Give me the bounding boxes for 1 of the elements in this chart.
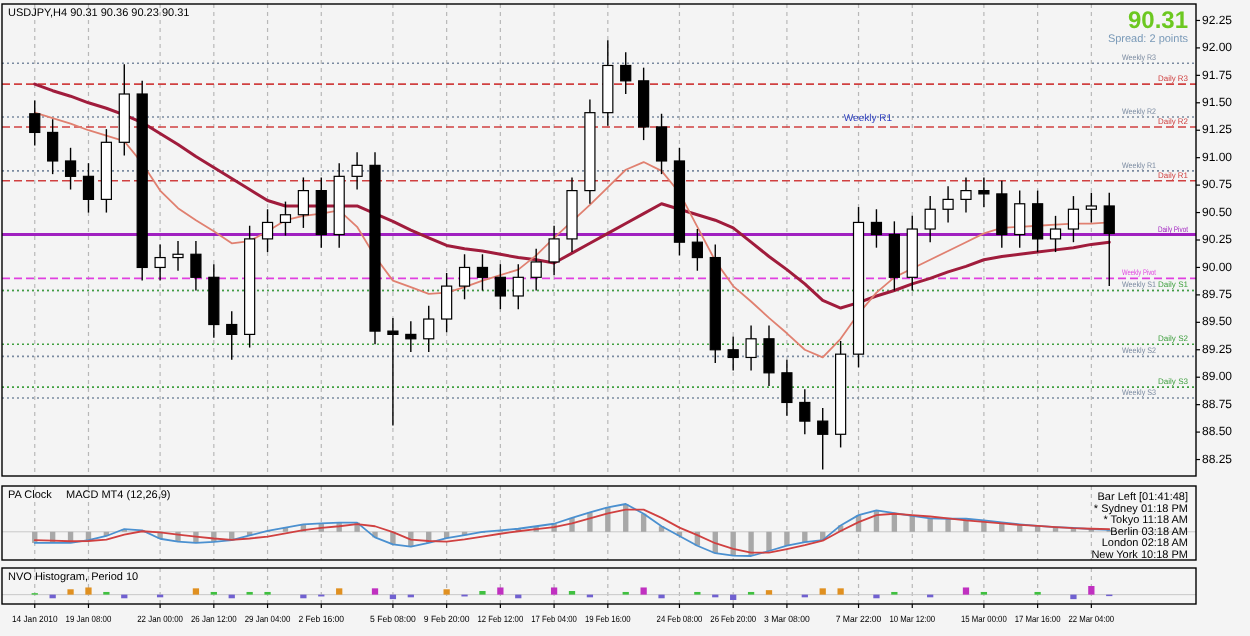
text: 90.31 — [1127, 6, 1189, 34]
